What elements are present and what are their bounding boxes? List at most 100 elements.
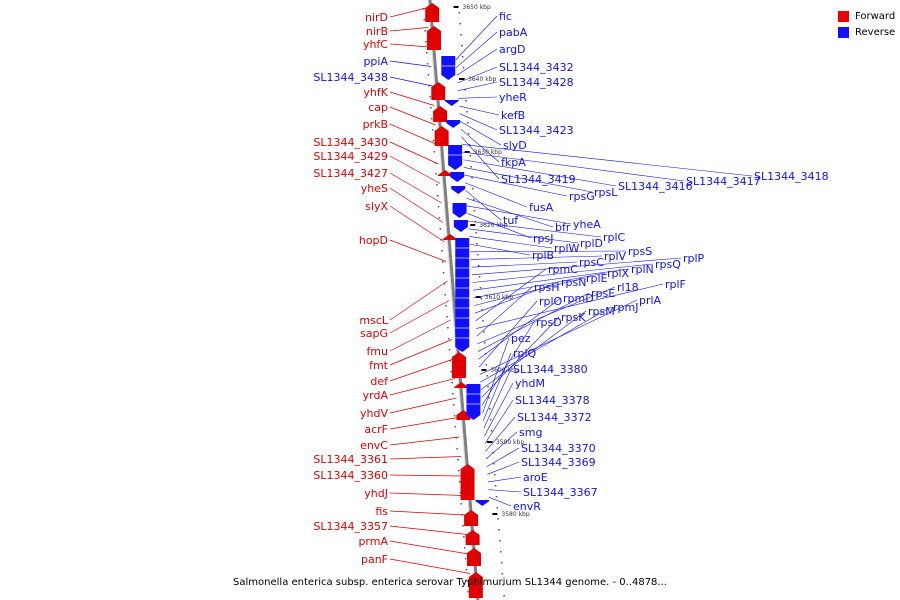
reverse-gene-label[interactable]: SL1344_3416 (618, 180, 693, 193)
forward-feature[interactable] (433, 106, 448, 122)
forward-gene-label[interactable]: SL1344_3429 (313, 150, 388, 163)
forward-gene-label[interactable]: prmA (358, 535, 388, 548)
reverse-gene-label[interactable]: envR (513, 500, 541, 513)
forward-gene-label[interactable]: envC (360, 439, 388, 452)
reverse-gene-label[interactable]: SL1344_3378 (515, 394, 590, 407)
reverse-gene-label[interactable]: rpsD (536, 316, 562, 329)
forward-gene-label[interactable]: SL1344_3430 (313, 136, 388, 149)
forward-gene-label[interactable]: def (370, 375, 389, 388)
reverse-gene-label[interactable]: SL1344_3370 (521, 442, 596, 455)
forward-gene-label[interactable]: yhdJ (364, 487, 388, 500)
reverse-gene-label[interactable]: SL1344_3418 (754, 170, 829, 183)
reverse-feature[interactable] (452, 203, 467, 218)
reverse-gene-label[interactable]: rl18 (617, 281, 639, 294)
reverse-feature[interactable] (446, 120, 461, 128)
forward-feature[interactable] (431, 82, 446, 100)
forward-gene-label[interactable]: nirB (366, 25, 388, 38)
reverse-gene-label[interactable]: rplF (665, 278, 686, 291)
reverse-gene-label[interactable]: rpsJ (533, 232, 553, 245)
forward-gene-label[interactable]: prkB (363, 118, 388, 131)
forward-gene-label[interactable]: SL1344_3357 (313, 520, 388, 533)
reverse-gene-label[interactable]: rplV (604, 250, 627, 263)
reverse-gene-label[interactable]: pez (511, 332, 531, 345)
reverse-gene-label[interactable]: fusA (529, 201, 554, 214)
forward-feature[interactable] (451, 352, 466, 378)
reverse-gene-label[interactable]: SL1344_3423 (499, 124, 574, 137)
forward-gene-label[interactable]: SL1344_3360 (313, 469, 388, 482)
forward-gene-label[interactable]: mscL (359, 314, 388, 327)
forward-gene-label[interactable]: slyX (365, 200, 388, 213)
reverse-feature[interactable] (441, 56, 456, 80)
reverse-gene-label[interactable]: rpmC (548, 263, 578, 276)
forward-gene-label[interactable]: SL1344_3427 (313, 167, 388, 180)
reverse-feature[interactable] (453, 220, 468, 232)
forward-gene-label[interactable]: yhfC (363, 38, 388, 51)
reverse-feature[interactable] (444, 100, 459, 106)
forward-gene-label[interactable]: yrdA (363, 389, 389, 402)
reverse-feature[interactable] (448, 145, 463, 170)
reverse-gene-label[interactable]: rpmJ (613, 301, 638, 314)
reverse-feature[interactable] (451, 186, 466, 194)
reverse-gene-label[interactable]: rpsG (569, 190, 595, 203)
forward-gene-label[interactable]: acrF (364, 423, 388, 436)
reverse-gene-label[interactable]: rplP (683, 252, 705, 265)
reverse-gene-label[interactable]: smg (519, 426, 542, 439)
reverse-gene-label[interactable]: rpsK (561, 311, 586, 324)
forward-feature[interactable] (460, 464, 475, 500)
reverse-gene-label[interactable]: SL1344_3419 (501, 173, 576, 186)
reverse-gene-label[interactable]: pabA (499, 26, 528, 39)
forward-feature[interactable] (464, 510, 479, 526)
forward-feature[interactable] (468, 572, 483, 598)
reverse-gene-label[interactable]: tuf (503, 214, 519, 227)
forward-feature[interactable] (426, 26, 441, 50)
reverse-gene-label[interactable]: rplN (631, 263, 654, 276)
reverse-gene-label[interactable]: SL1344_3380 (513, 363, 588, 376)
reverse-feature[interactable] (475, 500, 490, 506)
reverse-gene-label[interactable]: rplX (607, 267, 630, 280)
forward-gene-label[interactable]: SL1344_3361 (313, 453, 388, 466)
forward-feature[interactable] (454, 382, 469, 388)
reverse-gene-label[interactable]: SL1344_3417 (686, 175, 761, 188)
forward-feature[interactable] (425, 3, 440, 22)
reverse-gene-label[interactable]: slyD (503, 139, 527, 152)
reverse-gene-label[interactable]: SL1344_3369 (521, 456, 596, 469)
reverse-gene-label[interactable]: rpmD (563, 292, 594, 305)
reverse-gene-label[interactable]: argD (499, 43, 526, 56)
reverse-gene-label[interactable]: SL1344_3428 (499, 76, 574, 89)
forward-gene-label[interactable]: hopD (359, 234, 388, 247)
reverse-gene-label[interactable]: rplO (539, 295, 563, 308)
reverse-gene-label[interactable]: rpsE (591, 287, 615, 300)
reverse-gene-label[interactable]: rplB (532, 249, 554, 262)
forward-gene-label[interactable]: yheS (361, 182, 388, 195)
reverse-feature[interactable] (450, 172, 465, 182)
reverse-gene-label[interactable]: aroE (523, 471, 548, 484)
reverse-gene-label[interactable]: prlA (639, 294, 662, 307)
forward-feature[interactable] (434, 126, 449, 146)
reverse-gene-label[interactable]: rpsH (534, 281, 560, 294)
reverse-gene-label[interactable]: rpsQ (655, 258, 681, 271)
reverse-gene-label[interactable]: SL1344_3372 (517, 411, 592, 424)
reverse-gene-label[interactable]: SL1344_3432 (499, 61, 574, 74)
forward-gene-label[interactable]: sapG (360, 327, 388, 340)
reverse-gene-label[interactable]: yheA (573, 218, 601, 231)
reverse-gene-label[interactable]: rplW (554, 242, 580, 255)
forward-feature[interactable] (438, 170, 453, 176)
forward-gene-label[interactable]: SL1344_3438 (313, 71, 388, 84)
reverse-feature[interactable] (466, 384, 481, 420)
reverse-gene-label[interactable]: bfr (555, 221, 571, 234)
reverse-gene-label[interactable]: fic (499, 10, 512, 23)
forward-gene-label[interactable]: fis (375, 505, 388, 518)
reverse-gene-label[interactable]: yheR (499, 91, 527, 104)
reverse-gene-label[interactable]: SL1344_3367 (523, 486, 598, 499)
forward-gene-label[interactable]: fmt (369, 359, 389, 372)
forward-gene-label[interactable]: panF (361, 553, 388, 566)
reverse-feature[interactable] (455, 238, 470, 352)
reverse-gene-label[interactable]: rplD (580, 237, 603, 250)
forward-feature[interactable] (467, 548, 482, 566)
forward-gene-label[interactable]: yhdV (360, 407, 388, 420)
forward-feature[interactable] (465, 530, 480, 545)
reverse-gene-label[interactable]: rplE (586, 272, 608, 285)
reverse-gene-label[interactable]: rplC (603, 231, 626, 244)
reverse-gene-label[interactable]: rpsN (561, 276, 586, 289)
forward-feature[interactable] (442, 234, 457, 240)
